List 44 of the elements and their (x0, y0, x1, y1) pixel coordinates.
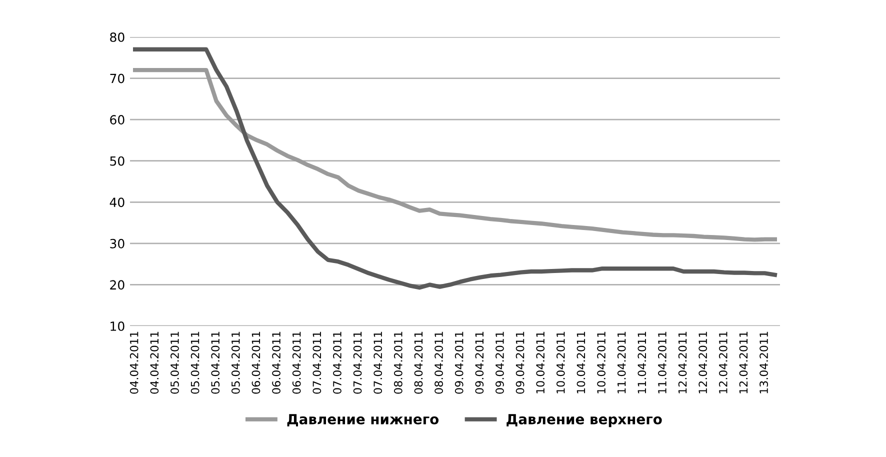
x-tick-label: 05.04.2011 (211, 332, 220, 394)
line-series (132, 68, 778, 242)
y-tick-label: 10 (110, 321, 124, 331)
x-tick-label: 04.04.2011 (150, 332, 159, 394)
legend-label: Давление верхнего (506, 414, 662, 428)
y-tick-label: 40 (110, 198, 124, 208)
x-tick-label: 09.04.2011 (516, 332, 524, 394)
x-tick-label: 07.04.2011 (374, 332, 382, 394)
x-tick-label: 11.04.2011 (617, 332, 626, 394)
x-tick-label: 05.04.2011 (231, 332, 240, 394)
x-tick-label: 12.04.2011 (698, 332, 708, 394)
x-tick-label: 05.04.2011 (190, 332, 200, 394)
x-tick-label: 08.04.2011 (414, 332, 423, 394)
x-tick-label: 07.04.2011 (353, 332, 362, 394)
x-tick-label: 07.04.2011 (333, 332, 342, 394)
x-tick-label: 04.04.2011 (130, 332, 138, 394)
x-tick-label: 06.04.2011 (272, 332, 280, 394)
x-tick-label: 12.04.2011 (739, 332, 748, 394)
x-tick-label: 09.04.2011 (496, 332, 504, 394)
x-tick-label: 08.04.2011 (434, 332, 443, 394)
x-tick-label: 06.04.2011 (292, 332, 301, 394)
x-tick-label: 08.04.2011 (394, 332, 402, 394)
x-tick-label: 13.04.2011 (760, 332, 768, 394)
y-tick-label: 70 (110, 74, 124, 84)
y-tick-label: 20 (110, 280, 124, 290)
x-tick-label: 09.04.2011 (454, 332, 464, 394)
y-tick-label: 50 (110, 156, 124, 166)
x-tick-label: 10.04.2011 (536, 332, 545, 394)
legend-label: Давление нижнего (287, 414, 439, 426)
x-tick-label: 10.04.2011 (576, 332, 586, 394)
y-tick-label: 80 (110, 32, 124, 42)
x-tick-label: 11.04.2011 (658, 332, 666, 394)
y-tick-label: 30 (110, 238, 124, 248)
x-tick-label: 06.04.2011 (252, 332, 260, 394)
x-tick-label: 10.04.2011 (597, 332, 606, 394)
y-tick-label: 60 (110, 115, 124, 124)
x-tick-label: 07.04.2011 (312, 332, 322, 394)
x-tick-label: 09.04.2011 (475, 332, 484, 394)
x-tick-label: 12.04.2011 (678, 332, 687, 394)
x-tick-label: 10.04.2011 (556, 332, 565, 394)
x-tick-label: 12.04.2011 (718, 332, 728, 394)
x-tick-label: 05.04.2011 (170, 332, 179, 394)
line-series (132, 47, 778, 290)
x-tick-label: 11.04.2011 (638, 332, 646, 394)
